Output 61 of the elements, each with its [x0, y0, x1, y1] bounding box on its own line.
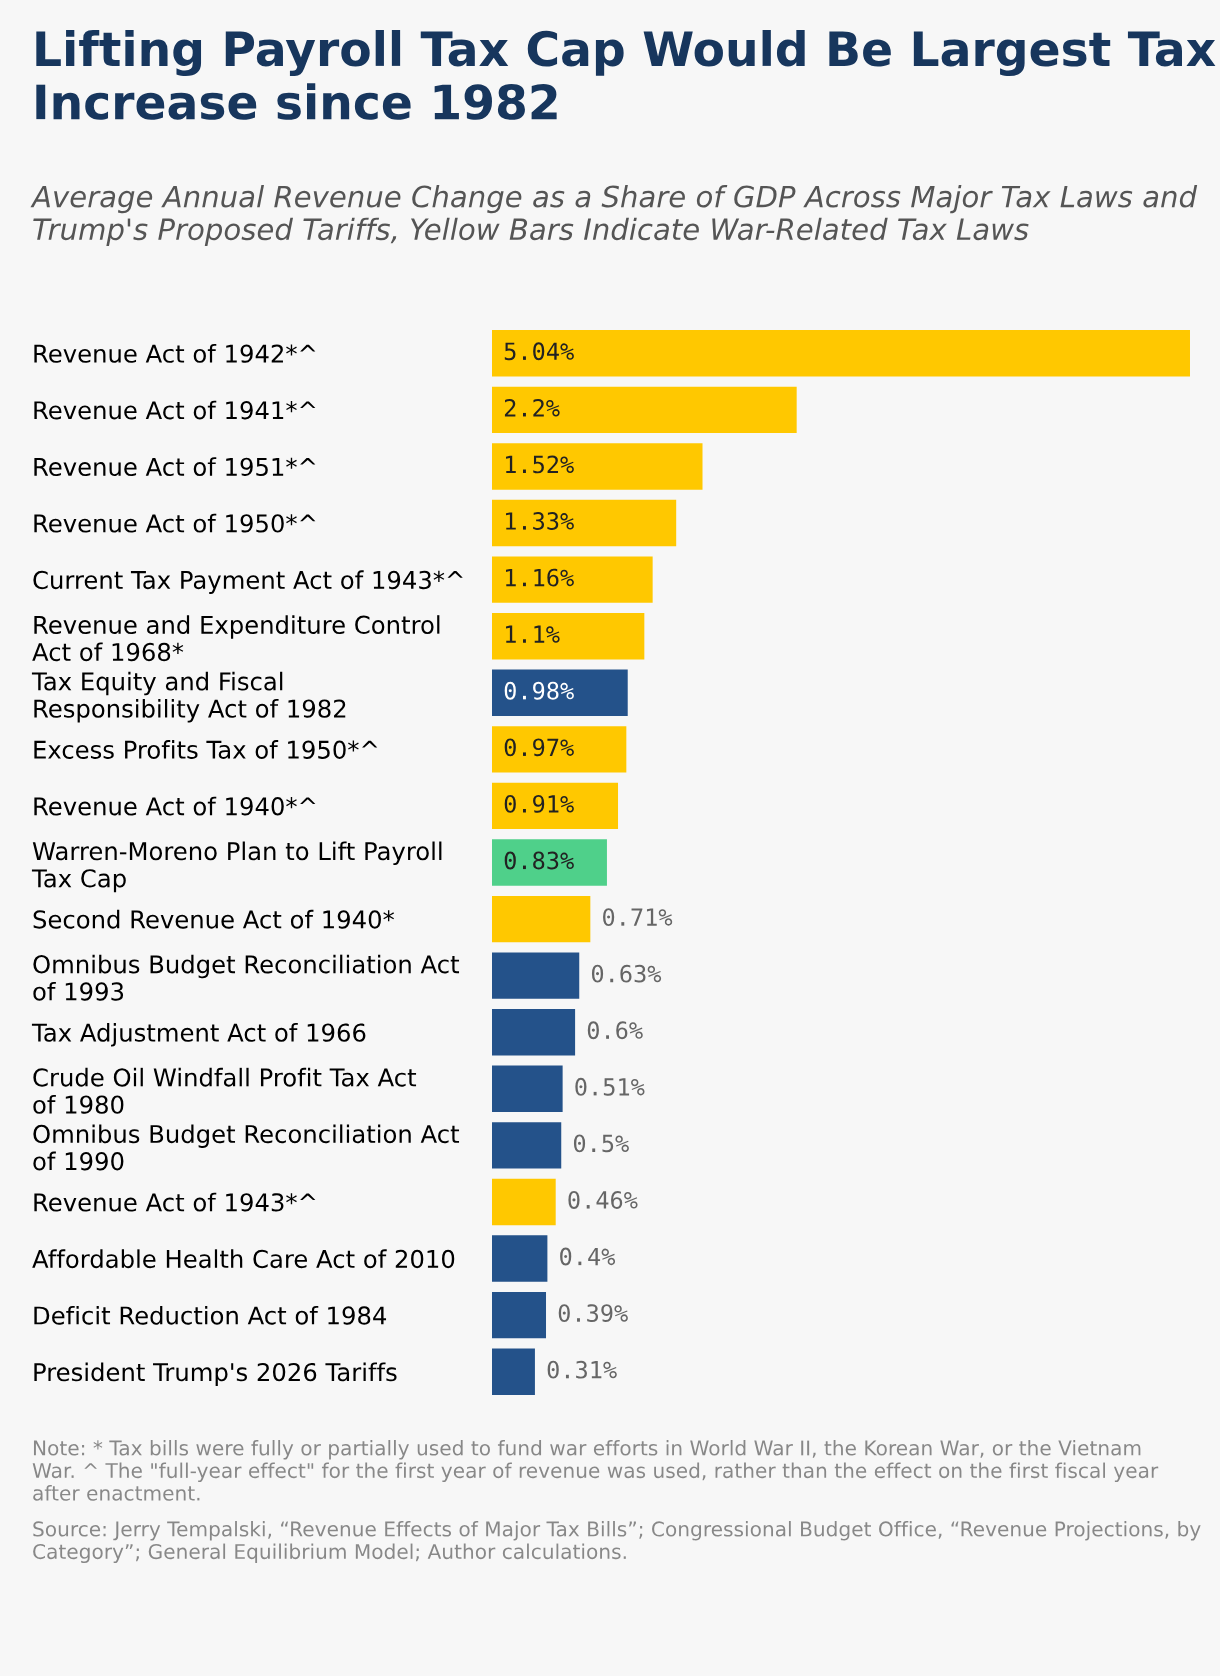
data-label: 5.04%: [504, 342, 574, 361]
data-label: 0.71%: [603, 908, 673, 926]
bar: [492, 386, 797, 434]
y-tick-label: Revenue and Expenditure Control Act of 1968*: [32, 615, 440, 662]
y-tick-label: Revenue Act of 1941*^: [34, 400, 316, 420]
bar: [492, 612, 645, 660]
data-label: 2.2%: [504, 398, 560, 417]
bar: [492, 1291, 547, 1339]
bar: [492, 726, 627, 773]
bar: [492, 895, 591, 943]
y-tick-label: Warren-Moreno Plan to Lift Payroll Tax Cap: [31, 841, 442, 893]
chart-subtitle: Average Annual Revenue Change as a Share of GDP Across Major Tax Laws and Trump's Proposed Tariffs, Yellow Bars Indicate War-Related Tax Laws: [30, 185, 1198, 246]
data-label: 0.63%: [591, 964, 662, 983]
data-label: 0.91%: [504, 794, 574, 813]
data-label: 1.33%: [506, 512, 574, 530]
bar: [492, 782, 619, 830]
source-note: Source: Jerry Tempalski, “Revenue Effects of Major Tax Bills”; Congressional Budget Office, “Revenue Projections, by Category”; General Equilibrium Model; Author calculations.: [33, 1521, 1201, 1564]
bar: [492, 556, 653, 603]
text: Note: * Tax bills were fully or partially used to fund war efforts in World War II, the Korean War, or the Vietnam War. ^ The "full-year effect" for the first year of revenue was used, rather than the effect on the first fiscal year after enactment.: [32, 1440, 1159, 1501]
data-label: 0.6%: [587, 1021, 643, 1040]
data-label: 1.16%: [506, 568, 574, 587]
y-tick-label: Tax Adjustment Act of 1966: [31, 1023, 366, 1047]
bar: [492, 669, 628, 716]
data-label: 0.31%: [547, 1360, 617, 1379]
y-tick-label: Excess Profits Tax of 1950*^: [34, 740, 378, 759]
bar: [492, 839, 607, 886]
data-label: 0.5%: [573, 1134, 629, 1153]
bar: [492, 1122, 562, 1169]
bar: [492, 1178, 556, 1226]
bar: [492, 499, 677, 547]
bar: [492, 330, 1190, 377]
y-tick-label: President Trump's 2026 Tariffs: [34, 1362, 397, 1386]
y-tick-label: Revenue Act of 1942*^: [34, 344, 316, 363]
bar: [492, 1348, 535, 1395]
y-tick-label: Revenue Act of 1951*^: [34, 457, 316, 477]
y-tick-label: Current Tax Payment Act of 1943*^: [33, 570, 463, 594]
y-tick-label: Revenue Act of 1943*^: [34, 1192, 316, 1212]
bar: [492, 1065, 563, 1113]
y-tick-label: Deficit Reduction Act of 1984: [34, 1305, 387, 1325]
data-label: 0.83%: [504, 851, 574, 870]
chart-title: Lifting Payroll Tax Cap Would Be Largest Tax Increase since 1982: [36, 30, 1216, 120]
data-label: 1.52%: [506, 455, 574, 474]
data-label: 0.51%: [575, 1077, 645, 1096]
data-label: 1.1%: [506, 625, 560, 643]
bar: [492, 1009, 576, 1056]
data-label: 0.4%: [560, 1247, 616, 1266]
y-tick-label: Affordable Health Care Act of 2010: [32, 1249, 455, 1269]
data-label: 0.98%: [504, 681, 574, 700]
y-tick-label: Tax Equity and Fiscal Responsibility Act of 1982: [31, 671, 346, 723]
y-tick-label: Revenue Act of 1950*^: [34, 513, 316, 533]
data-label: 0.39%: [558, 1304, 628, 1323]
bar: [492, 1235, 548, 1282]
y-tick-label: Second Revenue Act of 1940*: [33, 909, 395, 929]
y-tick-label: Crude Oil Windfall Profit Tax Act of 1980: [33, 1067, 417, 1114]
data-label: 0.46%: [568, 1191, 638, 1209]
bar: [492, 952, 580, 999]
y-tick-label: Omnibus Budget Reconciliation Act of 1993: [33, 954, 460, 1001]
y-tick-label: Revenue Act of 1940*^: [34, 796, 316, 816]
bar: [492, 443, 703, 490]
y-tick-label: Omnibus Budget Reconciliation Act of 1990: [33, 1124, 460, 1171]
data-label: 0.97%: [504, 738, 574, 757]
